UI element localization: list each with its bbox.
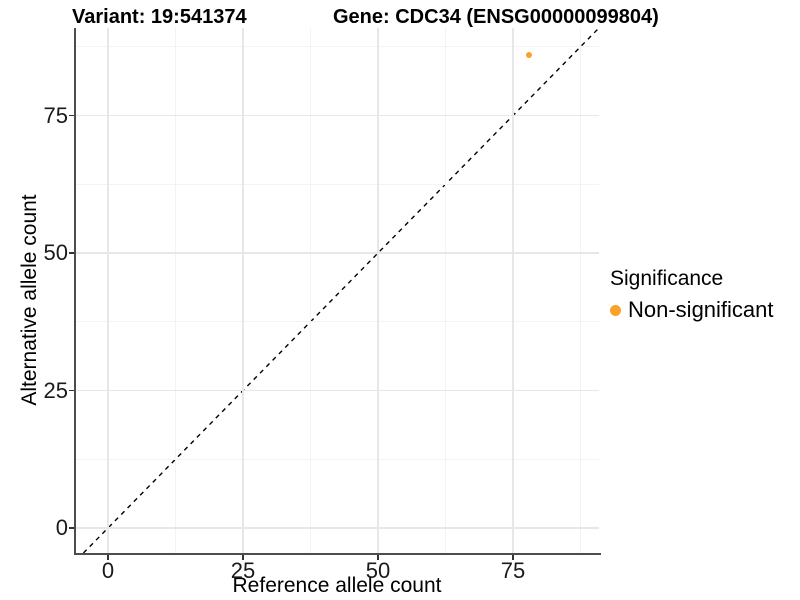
x-tick-label: 50 <box>365 558 391 583</box>
legend-item-label: Non-significant <box>628 297 774 322</box>
x-tick-mark <box>377 555 379 560</box>
x-tick-label: 0 <box>101 558 115 583</box>
x-minor-gridline <box>580 28 581 553</box>
x-tick-label: 25 <box>230 558 256 583</box>
x-major-gridline <box>107 28 109 553</box>
y-tick-label: 0 <box>55 515 68 540</box>
identity-line-layer <box>82 28 599 553</box>
legend: Significance Non-significant <box>610 267 774 323</box>
y-axis-title: Alternative allele count <box>18 194 41 406</box>
y-tick-mark <box>69 252 74 254</box>
plot-title-variant: Variant: 19:541374 <box>72 6 247 28</box>
x-tick-label: 75 <box>500 558 526 583</box>
y-tick-label: 75 <box>43 102 68 128</box>
y-tick-mark <box>69 389 74 392</box>
legend-item: Non-significant <box>610 297 774 323</box>
y-tick-label: 25 <box>43 377 68 403</box>
identity-line <box>82 28 599 553</box>
y-minor-gridline <box>76 46 599 48</box>
legend-point-icon <box>610 304 621 316</box>
y-tick-mark <box>69 527 74 529</box>
x-major-gridline <box>512 28 514 553</box>
x-axis-title: Reference allele count <box>232 574 442 597</box>
x-tick-mark <box>242 555 244 560</box>
y-major-gridline <box>76 114 599 117</box>
y-minor-gridline <box>76 183 599 185</box>
y-axis-line <box>74 28 76 555</box>
plot-panel <box>76 28 599 553</box>
x-major-gridline <box>242 28 244 553</box>
y-minor-gridline <box>76 321 599 323</box>
y-tick-label: 50 <box>43 240 68 265</box>
y-major-gridline <box>76 389 599 392</box>
plot-title-gene: Gene: CDC34 (ENSG00000099804) <box>333 6 659 28</box>
y-tick-mark <box>69 114 74 117</box>
x-tick-mark <box>107 555 109 560</box>
x-major-gridline <box>377 28 379 553</box>
y-major-gridline <box>76 527 599 529</box>
data-point <box>526 52 533 58</box>
x-minor-gridline <box>445 28 446 553</box>
y-minor-gridline <box>76 458 599 460</box>
legend-title: Significance <box>610 267 724 290</box>
x-tick-mark <box>512 555 514 560</box>
x-axis-line <box>74 553 601 555</box>
x-minor-gridline <box>175 28 176 553</box>
x-minor-gridline <box>310 28 311 553</box>
y-major-gridline <box>76 252 599 254</box>
